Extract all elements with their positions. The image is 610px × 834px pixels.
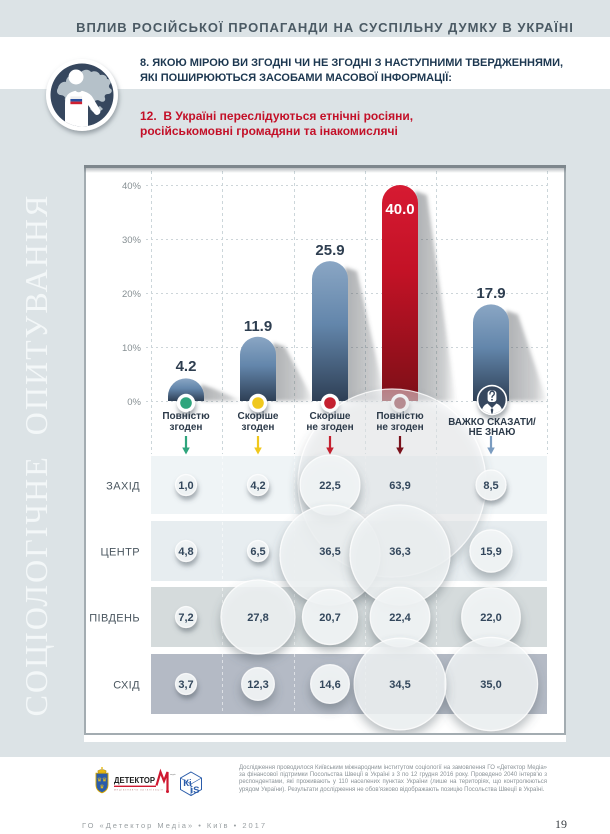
svg-text:ЦЕНТР: ЦЕНТР [101,547,140,559]
svg-text:♛♛: ♛♛ [97,777,107,784]
svg-text:7,2: 7,2 [178,612,193,624]
svg-text:3,7: 3,7 [178,679,193,691]
svg-text:12,3: 12,3 [247,679,268,691]
svg-text:ДЕТЕКТОР: ДЕТЕКТОР [114,776,156,785]
svg-text:63,9: 63,9 [389,480,410,492]
svg-text:1,0: 1,0 [178,480,193,492]
svg-text:40.0: 40.0 [385,201,414,218]
svg-text:22,4: 22,4 [389,612,411,624]
svg-text:4,2: 4,2 [250,480,265,492]
svg-text:НЕ ЗНАЮ: НЕ ЗНАЮ [469,427,516,438]
svg-text:4,8: 4,8 [178,546,193,558]
svg-text:34,5: 34,5 [389,679,410,691]
svg-text:Повністю: Повністю [376,411,424,422]
svg-text:ПІВДЕНЬ: ПІВДЕНЬ [89,613,140,625]
svg-text:36,5: 36,5 [319,546,340,558]
svg-text:22,0: 22,0 [480,612,501,624]
svg-text:27,8: 27,8 [247,612,268,624]
svg-text:11.9: 11.9 [244,318,272,335]
svg-text:0%: 0% [127,397,141,408]
svg-text:♛: ♛ [99,784,104,791]
svg-text:ВАЖКО СКАЗАТИ/: ВАЖКО СКАЗАТИ/ [448,417,536,428]
svg-text:Скоріше: Скоріше [310,411,351,422]
svg-text:ЗАХІД: ЗАХІД [106,481,140,493]
svg-text:36,3: 36,3 [389,546,410,558]
svg-text:не згоден: не згоден [306,422,353,433]
svg-text:10%: 10% [122,343,142,354]
svg-text:медіа: медіа [170,773,176,776]
svg-text:згоден: згоден [170,422,203,433]
svg-text:Кі: Кі [183,778,191,789]
svg-text:Повністю: Повністю [162,411,210,422]
svg-text:Скоріше: Скоріше [238,411,279,422]
svg-text:40%: 40% [122,181,142,192]
svg-text:6,5: 6,5 [250,546,265,558]
svg-text:згоден: згоден [242,422,275,433]
svg-text:35,0: 35,0 [480,679,501,691]
svg-text:8,5: 8,5 [483,480,498,492]
svg-text:30%: 30% [122,235,142,246]
svg-text:СХІД: СХІД [113,680,140,692]
svg-text:17.9: 17.9 [476,285,505,302]
svg-text:20%: 20% [122,289,142,300]
svg-text:22,5: 22,5 [319,480,340,492]
svg-text:4.2: 4.2 [176,358,197,375]
svg-text:20,7: 20,7 [319,612,340,624]
svg-text:15,9: 15,9 [480,546,501,558]
svg-text:14,6: 14,6 [319,679,340,691]
svg-text:не згоден: не згоден [376,422,423,433]
svg-text:25.9: 25.9 [315,242,344,259]
svg-text:іS: іS [191,785,200,796]
svg-text:медіазнавча організація: медіазнавча організація [114,788,164,792]
